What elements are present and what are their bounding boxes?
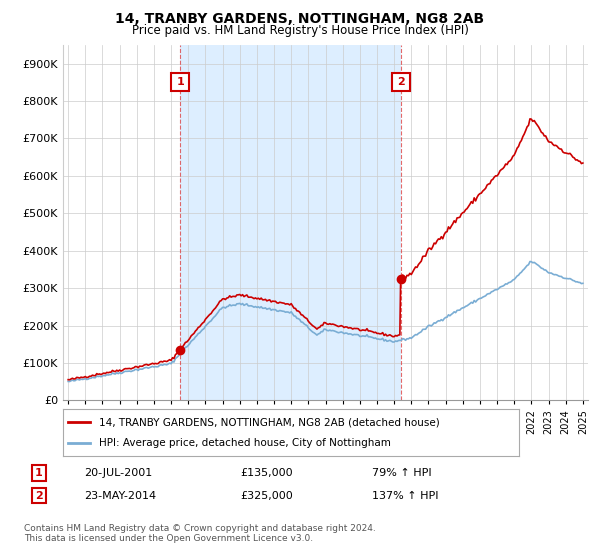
Text: 2: 2 bbox=[397, 77, 404, 87]
Text: £135,000: £135,000 bbox=[240, 468, 293, 478]
Bar bbox=[181, 45, 401, 400]
Text: 1: 1 bbox=[176, 77, 184, 87]
Text: £325,000: £325,000 bbox=[240, 491, 293, 501]
Text: 14, TRANBY GARDENS, NOTTINGHAM, NG8 2AB: 14, TRANBY GARDENS, NOTTINGHAM, NG8 2AB bbox=[115, 12, 485, 26]
Text: Price paid vs. HM Land Registry's House Price Index (HPI): Price paid vs. HM Land Registry's House … bbox=[131, 24, 469, 36]
Text: 20-JUL-2001: 20-JUL-2001 bbox=[84, 468, 152, 478]
Text: 137% ↑ HPI: 137% ↑ HPI bbox=[372, 491, 439, 501]
Text: Contains HM Land Registry data © Crown copyright and database right 2024.
This d: Contains HM Land Registry data © Crown c… bbox=[24, 524, 376, 543]
Text: 1: 1 bbox=[35, 468, 43, 478]
Text: 2: 2 bbox=[35, 491, 43, 501]
Text: 79% ↑ HPI: 79% ↑ HPI bbox=[372, 468, 431, 478]
Text: HPI: Average price, detached house, City of Nottingham: HPI: Average price, detached house, City… bbox=[100, 438, 391, 448]
Text: 14, TRANBY GARDENS, NOTTINGHAM, NG8 2AB (detached house): 14, TRANBY GARDENS, NOTTINGHAM, NG8 2AB … bbox=[100, 417, 440, 427]
Text: 23-MAY-2014: 23-MAY-2014 bbox=[84, 491, 156, 501]
